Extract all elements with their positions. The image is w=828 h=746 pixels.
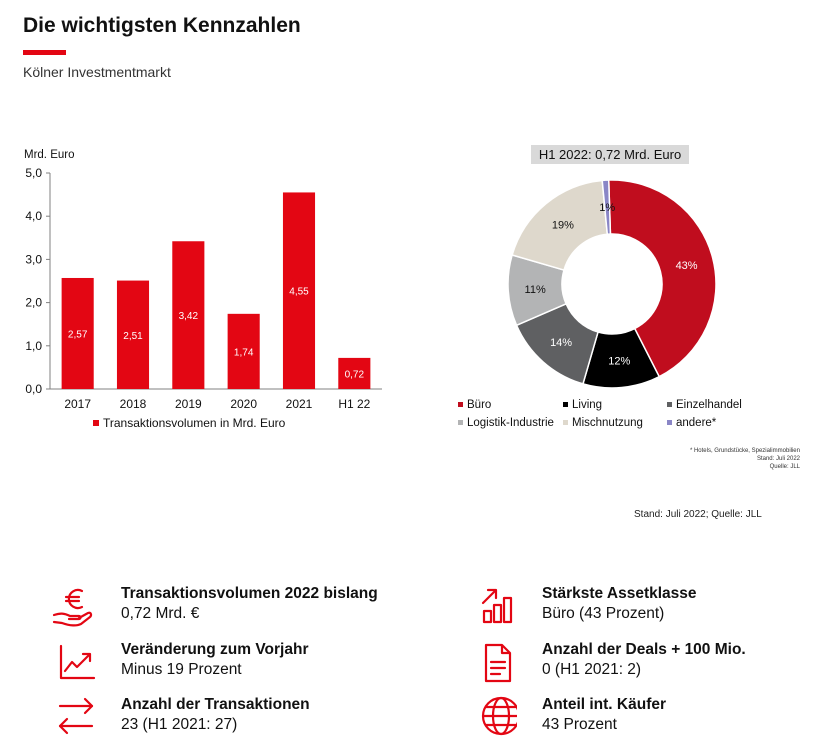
x-tick-label: H1 22: [338, 397, 370, 411]
donut-legend-label: Einzelhandel: [676, 399, 742, 411]
legend-label-transaktionsvolumen: Transaktionsvolumen in Mrd. Euro: [103, 416, 286, 430]
kpi-label: Anzahl der Transaktionen: [121, 696, 310, 713]
donut-slice-label: 1%: [599, 202, 615, 214]
donut-slice-andere: [601, 179, 612, 236]
bar-data-label: 0,72: [345, 369, 365, 380]
donut-legend-swatch: [458, 402, 463, 407]
kpi-label: Anteil int. Käufer: [542, 696, 667, 713]
kpi-value: 0 (H1 2021: 2): [542, 661, 642, 678]
donut-legend-swatch: [667, 420, 672, 425]
kpi-label: Stärkste Assetklasse: [542, 585, 697, 602]
donut-slice-label: 43%: [676, 260, 698, 272]
donut-legend-label: Büro: [467, 399, 491, 411]
x-tick-label: 2020: [230, 397, 257, 411]
bar-data-label: 4,55: [289, 287, 309, 298]
bar-data-label: 2,51: [123, 331, 143, 342]
title-accent-bar: [23, 50, 66, 55]
donut-title-background: [531, 145, 689, 164]
donut-legend-swatch: [563, 402, 568, 407]
bar-h1-22: [338, 357, 371, 389]
line-chart-up-icon: [59, 644, 96, 680]
bar-data-label: 3,42: [179, 311, 199, 322]
document-icon: [484, 643, 512, 683]
donut-legend-label: Living: [572, 399, 602, 411]
kpi-label: Transaktionsvolumen 2022 bislang: [121, 585, 378, 602]
donut-slice-label: 19%: [552, 220, 574, 232]
legend-swatch-transaktionsvolumen: [93, 420, 99, 426]
y-tick-label: 5,0: [25, 166, 42, 180]
donut-slice-label: 14%: [550, 337, 572, 349]
kpi-label: Veränderung zum Vorjahr: [121, 641, 309, 658]
x-tick-label: 2019: [175, 397, 202, 411]
donut-legend-swatch: [667, 402, 672, 407]
bar-chart-up-icon: [481, 588, 513, 624]
page-subtitle: Kölner Investmentmarkt: [23, 64, 171, 80]
bar-2018: [116, 280, 150, 389]
donut-legend-swatch: [563, 420, 568, 425]
bar-data-label: 1,74: [234, 347, 254, 358]
x-tick-label: 2021: [286, 397, 313, 411]
donut-footnote: * Hotels, Grundstücke, Spezialimmobilien: [690, 448, 800, 454]
y-tick-label: 4,0: [25, 209, 42, 223]
kpi-value: 23 (H1 2021: 27): [121, 716, 238, 733]
y-tick-label: 1,0: [25, 339, 42, 353]
donut-title: H1 2022: 0,72 Mrd. Euro: [539, 147, 681, 162]
y-tick-label: 0,0: [25, 382, 42, 396]
donut-slice-büro: [607, 179, 717, 378]
y-tick-label: 2,0: [25, 296, 42, 310]
donut-legend-label: andere*: [676, 417, 717, 429]
donut-legend-label: Mischnutzung: [572, 417, 643, 429]
charts-canvas: Mrd. Euro 0,0 1,0 2,0 3,0 4,0 5,0 2,57 2017 2,51 2…: [24, 145, 801, 470]
kpi-value: Büro (43 Prozent): [542, 605, 665, 622]
y-tick-label: 3,0: [25, 252, 42, 266]
donut-slice-label: 12%: [608, 356, 630, 368]
donut-slice-label: 11%: [525, 284, 546, 296]
donut-legend-swatch: [458, 420, 463, 425]
kpi-value: 0,72 Mrd. €: [121, 605, 200, 622]
page-title: Die wichtigsten Kennzahlen: [23, 14, 301, 37]
bar-2020: [227, 313, 260, 389]
donut-legend-label: Logistik-Industrie: [467, 417, 554, 429]
donut-footnote: Stand: Juli 2022: [757, 456, 801, 462]
x-tick-label: 2018: [120, 397, 147, 411]
bar-2021: [282, 192, 316, 389]
bar-2019: [172, 241, 205, 389]
kpi-label: Anzahl der Deals + 100 Mio.: [542, 641, 746, 658]
source-note: Stand: Juli 2022; Quelle: JLL: [634, 509, 762, 520]
donut-footnote: Quelle: JLL: [770, 464, 801, 470]
y-axis-label: Mrd. Euro: [24, 149, 75, 161]
bar-2017: [61, 277, 94, 389]
globe-icon: [481, 696, 517, 736]
bar-data-label: 2,57: [68, 329, 88, 340]
euro-hand-icon: [52, 588, 93, 627]
exchange-arrows-icon: [58, 697, 94, 735]
kpi-value: Minus 19 Prozent: [121, 661, 242, 678]
kpi-value: 43 Prozent: [542, 716, 617, 733]
x-tick-label: 2017: [64, 397, 91, 411]
